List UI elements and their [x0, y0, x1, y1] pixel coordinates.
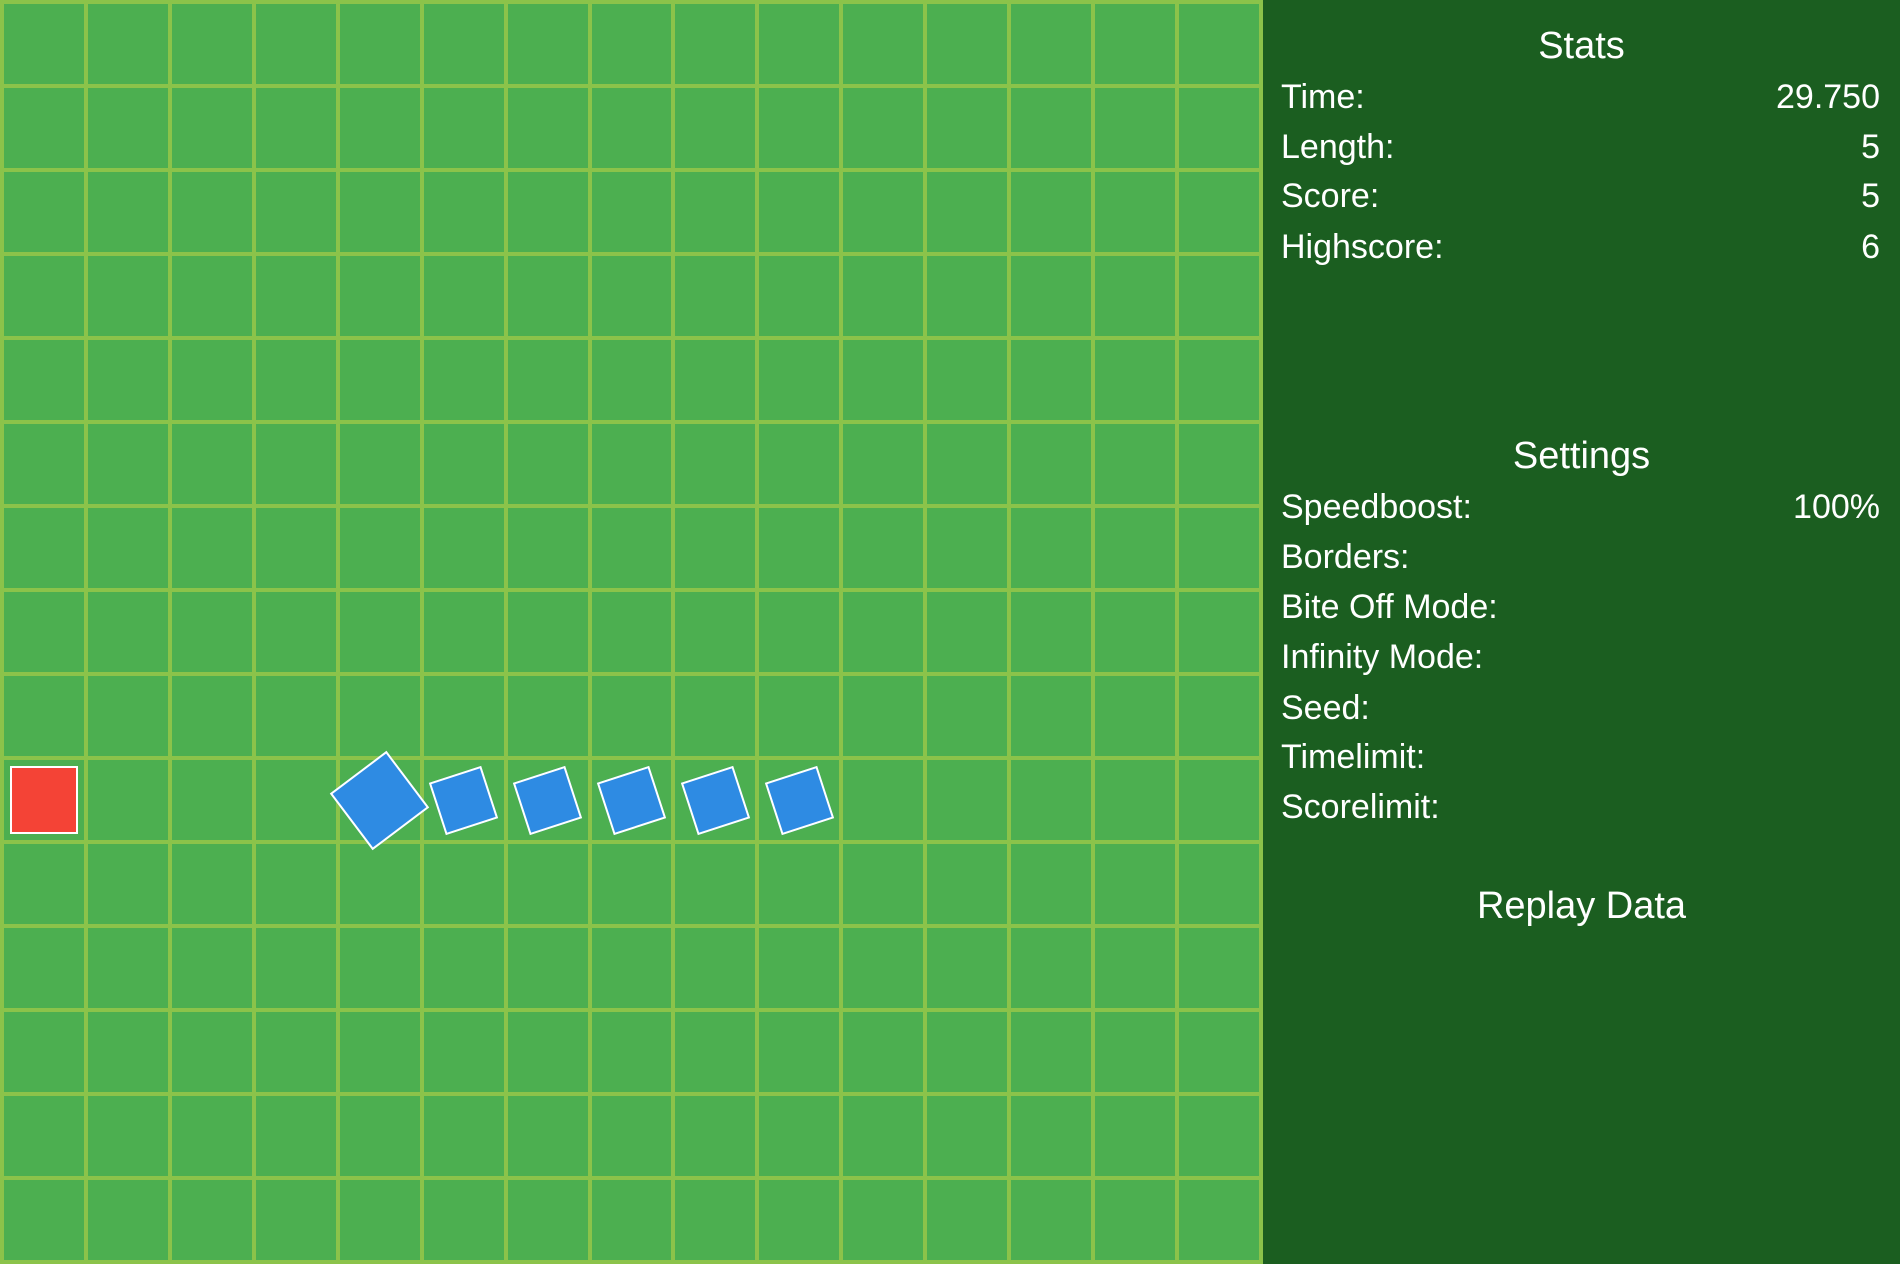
stat-value: 5 — [1861, 177, 1880, 215]
grid-line-vertical — [923, 0, 927, 1264]
snake-body-segment — [680, 765, 751, 835]
setting-label: Infinity Mode: — [1281, 638, 1484, 676]
setting-label: Bite Off Mode: — [1281, 588, 1498, 626]
setting-value: 100% — [1793, 488, 1880, 526]
setting-label: Speedboost: — [1281, 488, 1472, 526]
grid-line-horizontal — [0, 420, 1263, 424]
grid-line-horizontal — [0, 924, 1263, 928]
setting-label: Borders: — [1281, 538, 1410, 576]
setting-infinity-mode: Infinity Mode: — [1281, 632, 1880, 682]
grid-line-horizontal — [0, 1008, 1263, 1012]
stat-length: Length: 5 — [1281, 122, 1880, 172]
stat-value: 29.750 — [1776, 78, 1880, 116]
stat-label: Length: — [1281, 128, 1395, 166]
grid-line-vertical — [755, 0, 759, 1264]
setting-seed: Seed: — [1281, 683, 1880, 733]
stat-label: Time: — [1281, 78, 1365, 116]
grid-line-horizontal — [0, 168, 1263, 172]
grid-line-vertical — [588, 0, 592, 1264]
setting-label: Scorelimit: — [1281, 788, 1440, 826]
snake-body-segment — [428, 765, 499, 835]
snake-body-segment — [596, 765, 667, 835]
grid-line-vertical — [0, 0, 4, 1264]
grid-line-vertical — [839, 0, 843, 1264]
stat-label: Highscore: — [1281, 228, 1444, 266]
stat-value: 6 — [1861, 228, 1880, 266]
grid-line-horizontal — [0, 588, 1263, 592]
grid-line-horizontal — [0, 672, 1263, 676]
grid-line-vertical — [84, 0, 88, 1264]
grid-line-horizontal — [0, 1260, 1263, 1264]
grid-line-horizontal — [0, 0, 1263, 4]
stats-title: Stats — [1538, 25, 1625, 67]
setting-borders: Borders: — [1281, 532, 1880, 582]
stat-value: 5 — [1861, 128, 1880, 166]
grid-line-vertical — [420, 0, 424, 1264]
grid-line-vertical — [168, 0, 172, 1264]
grid-line-vertical — [1175, 0, 1179, 1264]
grid-line-vertical — [1091, 0, 1095, 1264]
stat-highscore: Highscore: 6 — [1281, 222, 1880, 272]
grid-line-horizontal — [0, 336, 1263, 340]
grid-line-vertical — [1007, 0, 1011, 1264]
food-apple — [9, 766, 78, 834]
grid-line-vertical — [252, 0, 256, 1264]
snake-body-segment — [764, 765, 835, 835]
setting-scorelimit: Scorelimit: — [1281, 782, 1880, 832]
grid-line-horizontal — [0, 504, 1263, 508]
setting-bite-off-mode: Bite Off Mode: — [1281, 582, 1880, 632]
game-board[interactable] — [0, 0, 1263, 1264]
grid-line-horizontal — [0, 840, 1263, 844]
grid-line-horizontal — [0, 1176, 1263, 1180]
grid-line-horizontal — [0, 252, 1263, 256]
grid-line-vertical — [1259, 0, 1263, 1264]
stat-label: Score: — [1281, 177, 1380, 215]
snake-body-segment — [512, 765, 583, 835]
grid-line-horizontal — [0, 756, 1263, 760]
grid-line-vertical — [671, 0, 675, 1264]
setting-label: Seed: — [1281, 689, 1370, 727]
grid-line-horizontal — [0, 1092, 1263, 1096]
grid-line-vertical — [336, 0, 340, 1264]
settings-title: Settings — [1512, 435, 1651, 477]
snake-head — [329, 750, 430, 850]
stat-time: Time: 29.750 — [1281, 72, 1880, 122]
setting-label: Timelimit: — [1281, 738, 1426, 776]
side-panel: Stats Time: 29.750 Length: 5 Score: 5 Highs… — [1263, 0, 1900, 1264]
setting-timelimit: Timelimit: — [1281, 732, 1880, 782]
grid-line-vertical — [504, 0, 508, 1264]
grid-line-horizontal — [0, 84, 1263, 88]
setting-speedboost: Speedboost: 100% — [1281, 482, 1880, 532]
stat-score: Score: 5 — [1281, 171, 1880, 221]
replay-data-title: Replay Data — [1476, 885, 1687, 927]
